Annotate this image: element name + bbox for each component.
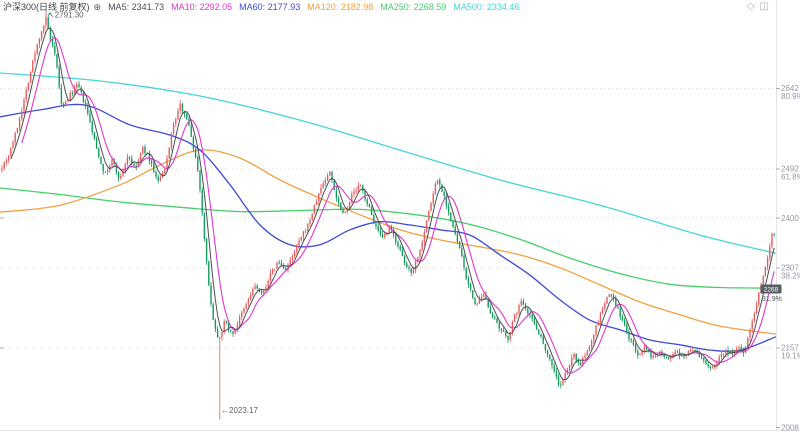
ma60-line bbox=[0, 103, 777, 352]
chart-header: 沪深300(日线 前复权) ⊕ MA5: 2341.73 MA10: 2292.05 M… bbox=[3, 2, 519, 13]
legend-ma120: MA120: 2182.98 bbox=[307, 2, 374, 12]
svg-text:31.9%: 31.9% bbox=[762, 296, 782, 303]
legend-ma10: MA10: 2292.05 bbox=[171, 2, 233, 12]
diamond-tool-icon[interactable]: ◇ bbox=[746, 1, 755, 12]
axis-label-2642: 2642 bbox=[781, 84, 799, 93]
axis-label-2008: 2008 bbox=[781, 424, 799, 433]
axis-pct-3: 38.2% bbox=[781, 271, 800, 280]
ma5-line bbox=[10, 27, 775, 381]
axis-label-2307: 2307 bbox=[781, 263, 799, 272]
add-indicator-icon[interactable]: ⊕ bbox=[93, 2, 102, 12]
svg-text:2268: 2268 bbox=[764, 287, 779, 294]
axis-label-2400: 2400 bbox=[781, 214, 799, 223]
legend-ma250: MA250: 2268.59 bbox=[380, 2, 447, 12]
axis-label-2492: 2492 bbox=[781, 164, 799, 173]
annotation-low: ←2023.17 bbox=[221, 406, 258, 415]
axis-pct-0: 80.9% bbox=[781, 92, 800, 101]
ma250-line bbox=[0, 187, 777, 289]
legend-ma60: MA60: 2177.93 bbox=[239, 2, 301, 12]
ma500-line bbox=[0, 72, 777, 254]
ma10-line bbox=[21, 37, 775, 374]
ma-legend: MA5: 2341.73 MA10: 2292.05 MA60: 2177.93 MA… bbox=[101, 2, 519, 12]
chart-tools: ◇ ◫ bbox=[742, 1, 769, 13]
ma120-line bbox=[0, 149, 777, 335]
legend-ma500: MA500: 2334.46 bbox=[453, 2, 520, 12]
price-marker-badge: 2268 31.9% bbox=[760, 284, 782, 303]
panel-layout-icon[interactable]: ◫ bbox=[759, 1, 769, 12]
legend-ma5: MA5: 2341.73 bbox=[108, 2, 165, 12]
gridlines bbox=[0, 88, 776, 349]
candles bbox=[1, 8, 775, 420]
chart-title: 沪深300(日线 前复权) bbox=[3, 2, 90, 12]
axis-label-2157: 2157 bbox=[781, 344, 799, 353]
annotation-high: ↖2791.30 bbox=[48, 11, 84, 20]
axis-pct-4: 19.1% bbox=[781, 352, 800, 361]
axis-pct-1: 61.8% bbox=[781, 172, 800, 181]
